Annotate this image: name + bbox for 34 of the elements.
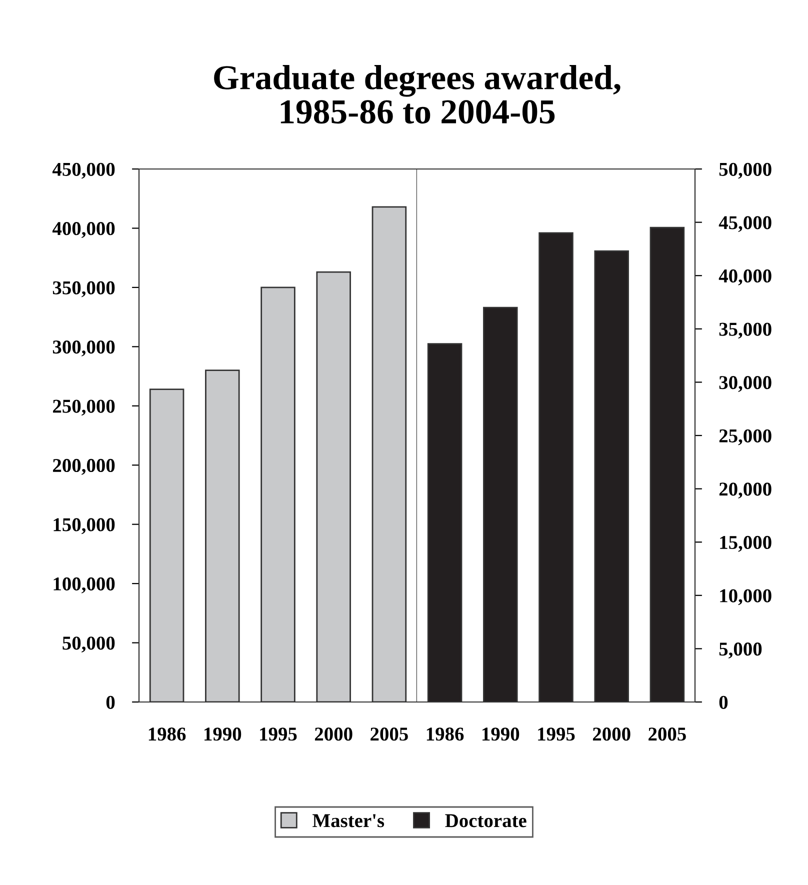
y2-tick-label: 45,000 <box>718 216 772 232</box>
y2-tick-label: 20,000 <box>719 482 772 499</box>
y-tick-label: 200,000 <box>53 458 115 475</box>
y2-tick-label: 10,000 <box>720 589 772 606</box>
y2-tick-label: 5,000 <box>719 642 762 658</box>
x-tick-label: 1986 <box>426 728 464 741</box>
x-tick-label: 2005 <box>370 728 408 741</box>
chart-title: Graduate degrees awarded, 1985-86 to 2004-05 <box>214 65 620 124</box>
y-tick-label: 50,000 <box>62 636 115 653</box>
x-tick-label: 2000 <box>314 728 352 741</box>
y2-tick-label: 30,000 <box>719 376 772 392</box>
y-tick-label: 250,000 <box>53 400 115 416</box>
y2-tick-label: 25,000 <box>719 429 772 446</box>
y-tick-label: 400,000 <box>52 222 115 238</box>
y-tick-label: 350,000 <box>52 281 115 298</box>
x-tick-label: 1995 <box>260 728 297 741</box>
x-tick-label: 1990 <box>482 728 520 741</box>
legend-label: Doctorate <box>445 814 526 828</box>
x-tick-label: 1995 <box>538 728 575 741</box>
y2-tick-label: 40,000 <box>718 269 772 286</box>
x-tick-label: 1990 <box>204 728 242 741</box>
y-tick-label: 300,000 <box>52 340 115 356</box>
y2-tick-label: 35,000 <box>719 322 772 339</box>
y2-tick-label: 15,000 <box>720 536 772 552</box>
legend-label: Master's <box>312 814 384 828</box>
y-tick-label: 0 <box>106 696 115 709</box>
x-tick-label: 2000 <box>592 728 630 741</box>
y-tick-label: 450,000 <box>52 162 115 179</box>
y-tick-label: 100,000 <box>54 577 115 594</box>
y2-tick-label: 0 <box>719 696 728 709</box>
y2-tick-label: 50,000 <box>719 162 772 179</box>
x-tick-label: 2005 <box>648 728 686 741</box>
y-tick-label: 150,000 <box>54 518 115 534</box>
x-tick-label: 1986 <box>148 728 186 741</box>
